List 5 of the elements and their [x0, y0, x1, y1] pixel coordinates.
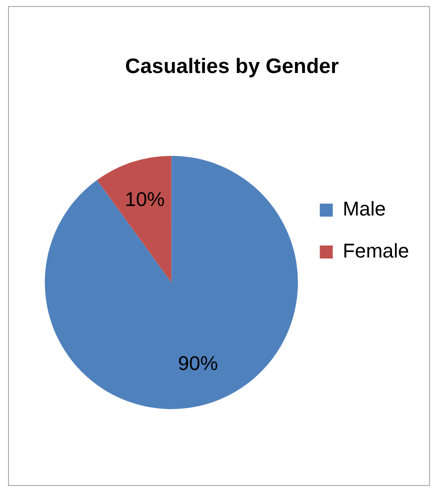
data-label: 10%	[124, 189, 165, 212]
legend-label: Male	[342, 198, 386, 221]
legend-label: Female	[342, 240, 410, 262]
chart-title: Casualties by Gender	[125, 55, 339, 78]
data-label: 90%	[178, 352, 218, 375]
